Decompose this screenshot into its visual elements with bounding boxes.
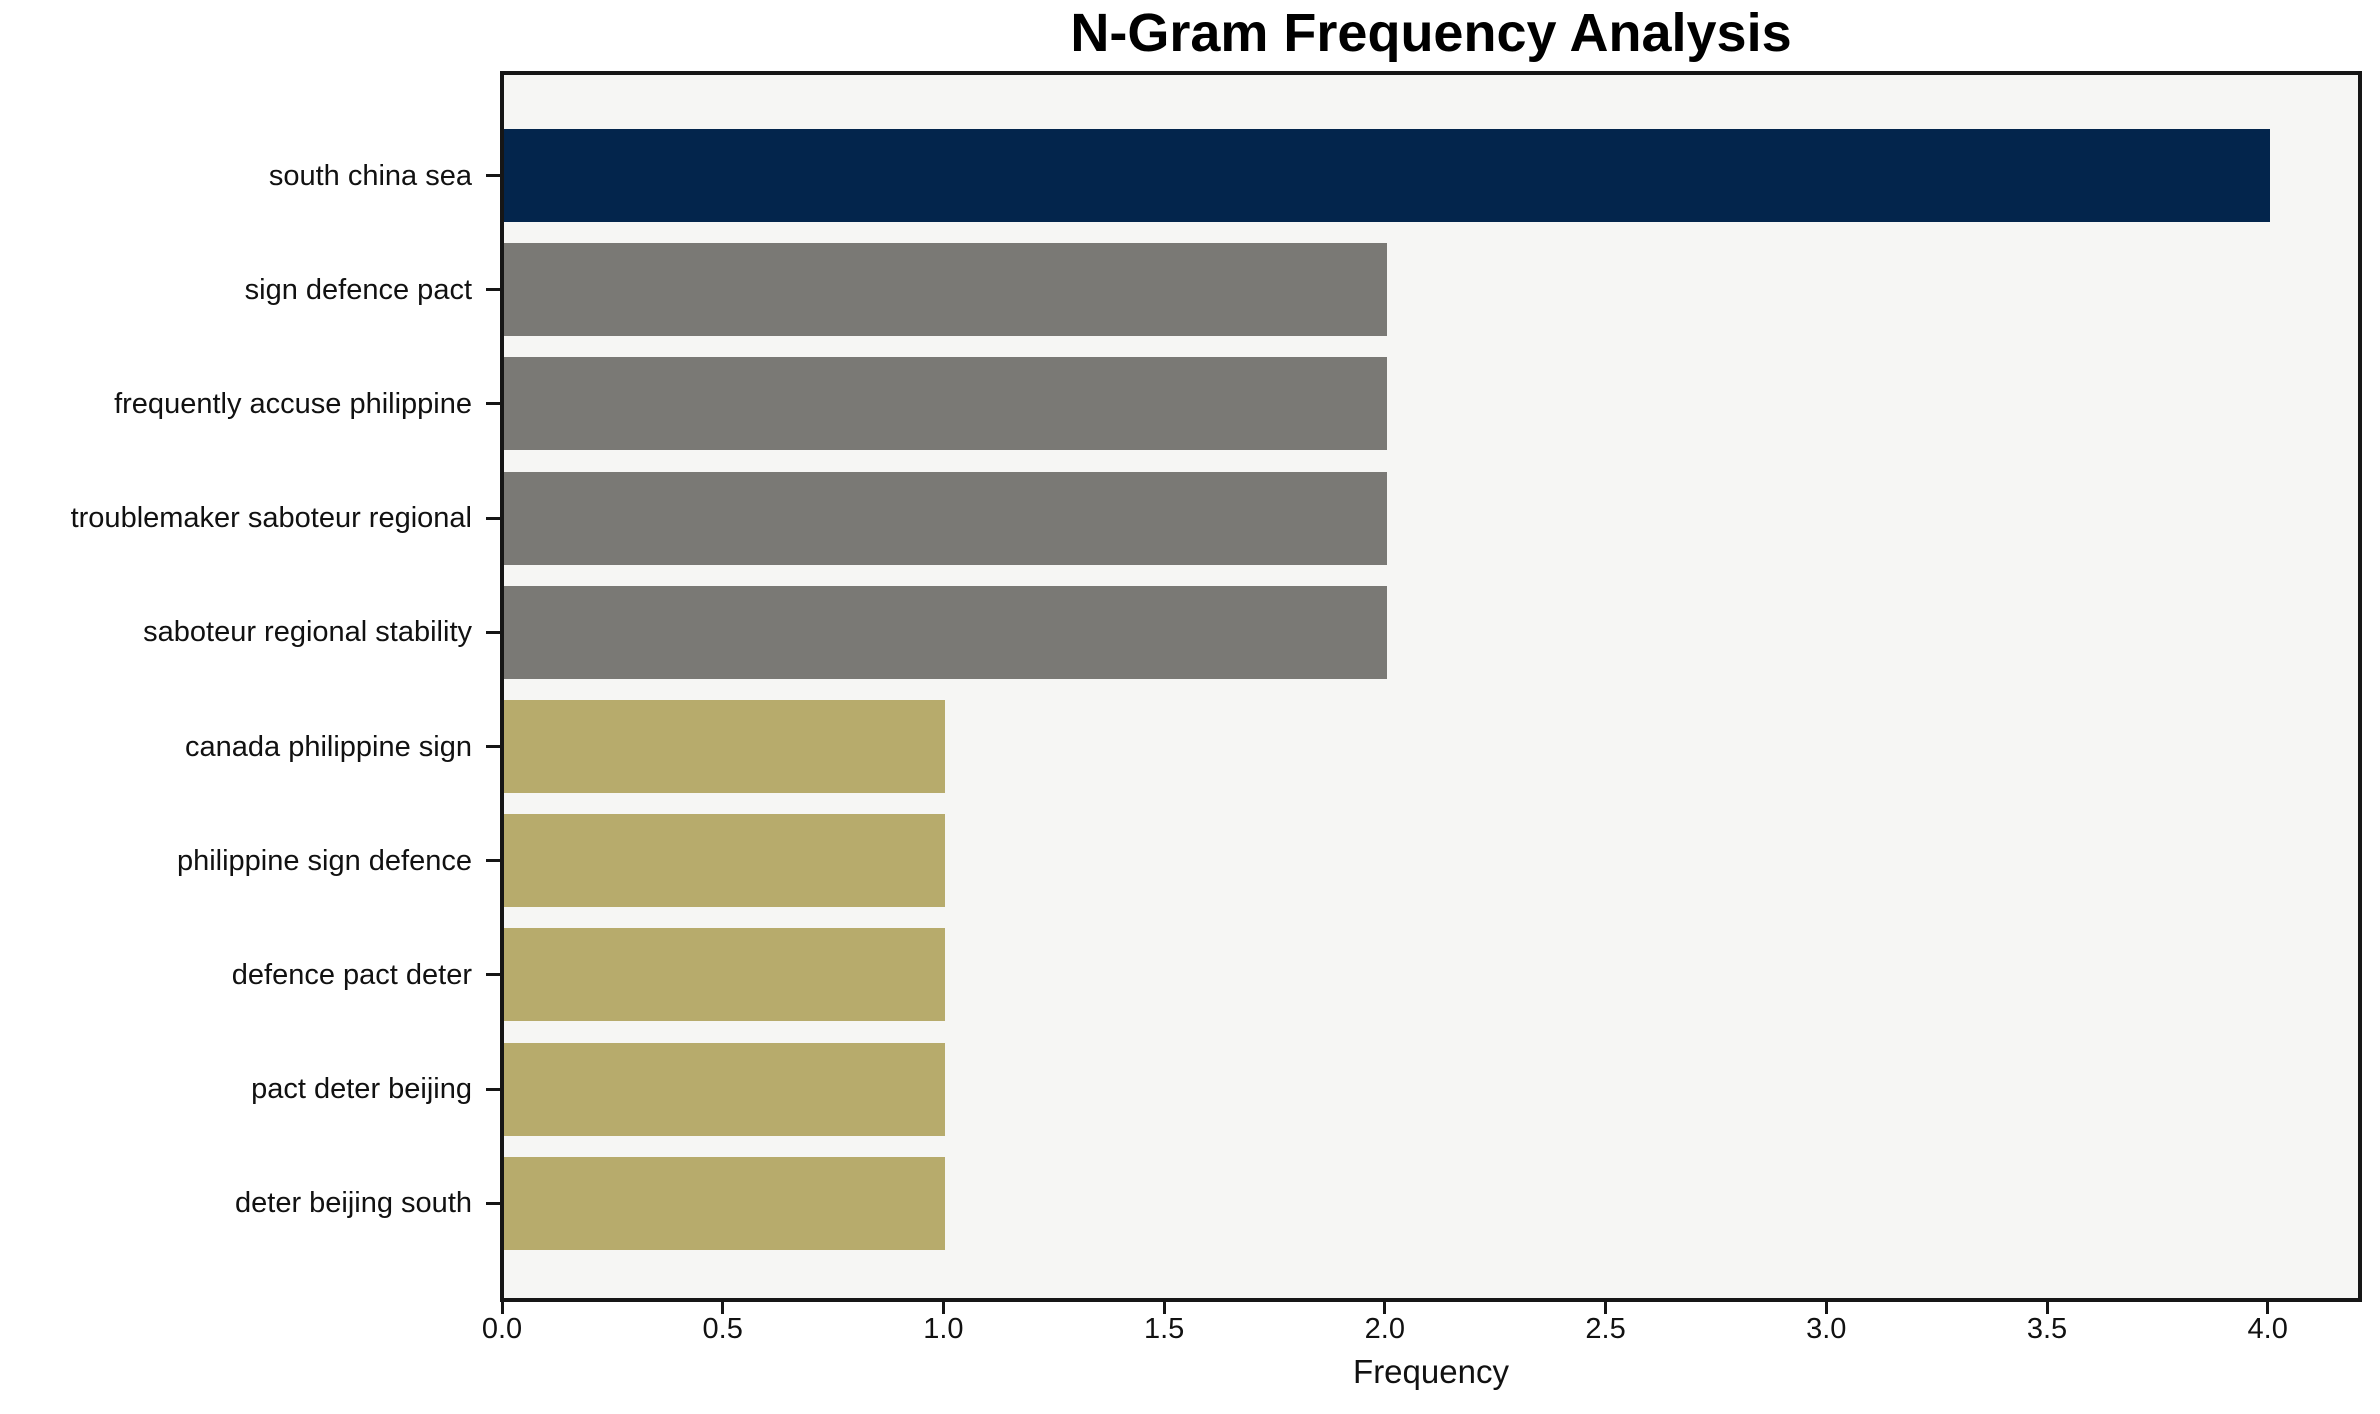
y-tick-label: philippine sign defence xyxy=(176,844,472,877)
x-tick-label: 0.5 xyxy=(702,1313,743,1345)
y-tick-mark xyxy=(486,1201,500,1205)
x-tick-label: 3.0 xyxy=(1806,1313,1847,1345)
x-tick-label: 1.0 xyxy=(923,1313,964,1345)
x-tick-label: 1.5 xyxy=(1143,1313,1185,1345)
x-tick-mark xyxy=(941,1302,945,1314)
y-tick-mark xyxy=(486,516,500,520)
bar-canada-philippine-sign xyxy=(504,700,945,793)
y-tick-mark xyxy=(486,288,500,292)
x-tick-mark xyxy=(2266,1302,2270,1314)
bar-troublemaker-saboteur-regional xyxy=(504,471,1387,565)
y-tick-mark xyxy=(486,745,500,748)
bar-defence-pact-deter xyxy=(504,928,945,1022)
plot-area xyxy=(500,71,2362,1302)
x-tick-label: 2.5 xyxy=(1585,1313,1626,1345)
y-tick-label: defence pact deter xyxy=(231,958,472,991)
x-tick-label: 3.5 xyxy=(2026,1313,2068,1345)
chart-title: N-Gram Frequency Analysis xyxy=(1070,3,1792,63)
y-tick-mark xyxy=(486,973,500,977)
x-tick-mark xyxy=(1162,1302,1166,1314)
y-tick-label: saboteur regional stability xyxy=(143,616,472,649)
x-tick-label: 4.0 xyxy=(2247,1313,2288,1345)
x-tick-mark xyxy=(2045,1302,2049,1314)
y-tick-mark xyxy=(486,1087,500,1091)
x-tick-mark xyxy=(1824,1302,1828,1314)
y-tick-mark xyxy=(486,402,500,406)
bar-pact-deter-beijing xyxy=(504,1042,945,1136)
y-tick-label: pact deter beijing xyxy=(251,1073,472,1106)
x-tick-mark xyxy=(1383,1302,1387,1314)
y-tick-label: south china sea xyxy=(268,159,472,192)
y-tick-mark xyxy=(486,859,500,863)
y-tick-label: frequently accuse philippine xyxy=(114,387,472,420)
y-tick-label: troublemaker saboteur regional xyxy=(70,502,472,535)
y-tick-mark xyxy=(486,174,500,177)
x-tick-mark xyxy=(500,1302,504,1314)
y-tick-mark xyxy=(486,630,500,634)
x-tick-label: 2.0 xyxy=(1364,1313,1405,1345)
y-tick-label: deter beijing south xyxy=(235,1187,472,1220)
bar-sign-defence-pact xyxy=(504,243,1387,337)
bar-philippine-sign-defence xyxy=(504,814,945,908)
y-tick-label: sign defence pact xyxy=(244,273,472,306)
x-axis-title: Frequency xyxy=(1353,1353,1509,1390)
bar-south-china-sea xyxy=(504,129,2270,222)
x-tick-mark xyxy=(1604,1302,1608,1314)
bar-deter-beijing-south xyxy=(504,1156,945,1250)
x-tick-mark xyxy=(721,1302,725,1314)
bar-frequently-accuse-philippine xyxy=(504,357,1387,451)
x-tick-label: 0.0 xyxy=(481,1313,523,1345)
y-tick-label: canada philippine sign xyxy=(185,730,472,763)
bar-saboteur-regional-stability xyxy=(504,585,1387,679)
